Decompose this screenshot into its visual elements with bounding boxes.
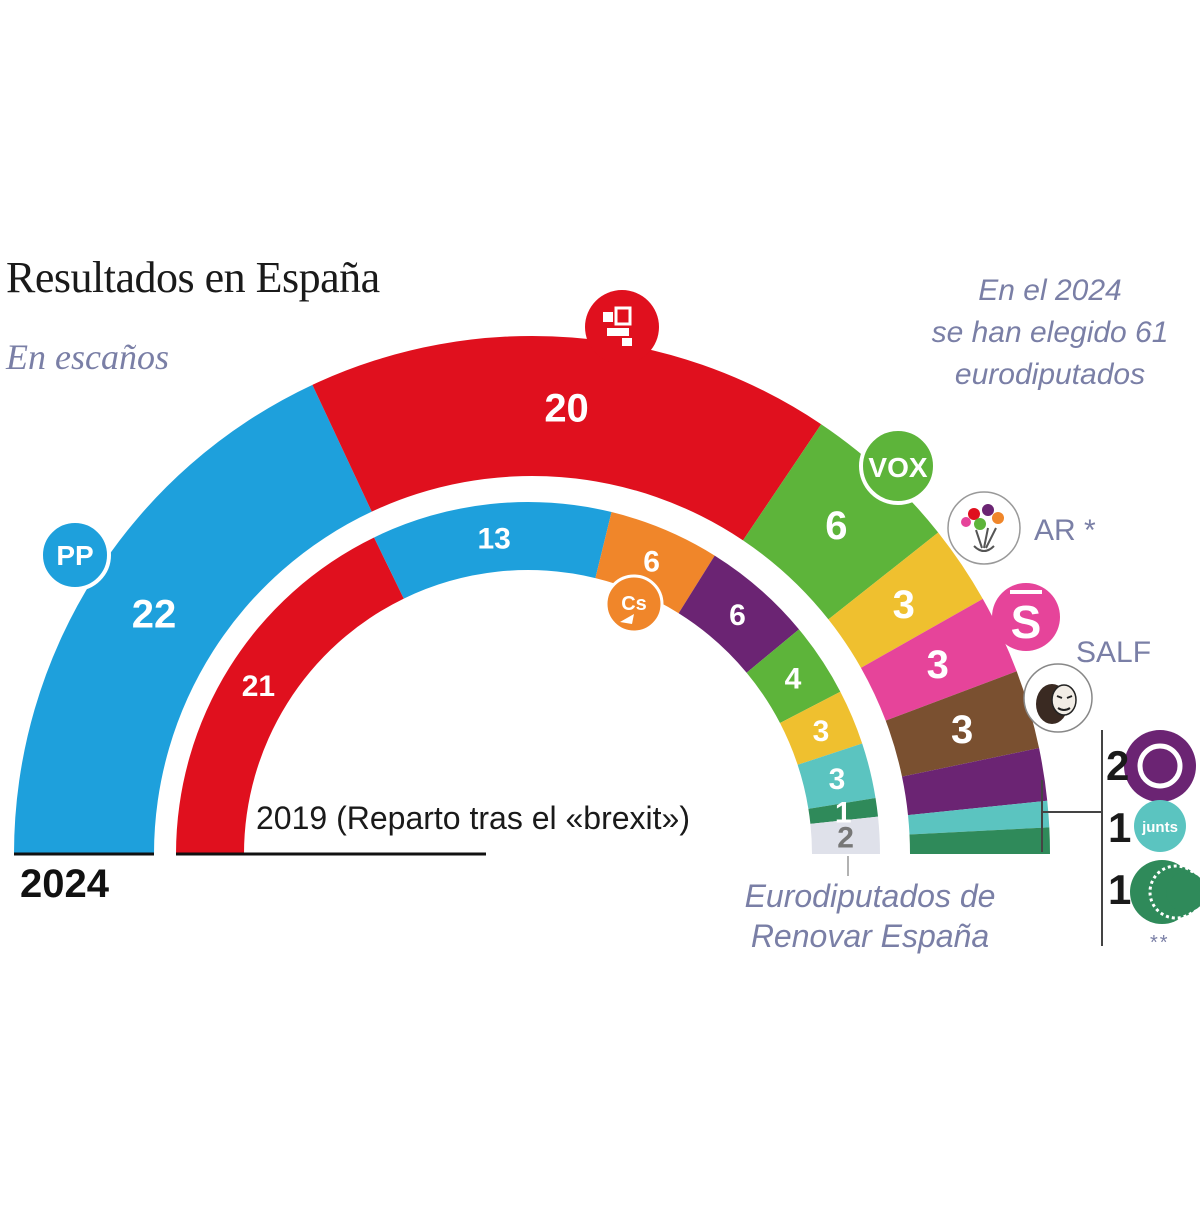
podemos-icon (1124, 730, 1196, 802)
seat-segment-2019-renovar-españa (810, 816, 880, 854)
renovar-line-1: Eurodiputados de (744, 878, 996, 914)
seat-segment-2024-podemos (902, 748, 1048, 816)
seat-label-2019-podemos: 6 (729, 599, 746, 632)
note-line-3: eurodiputados (954, 358, 1146, 391)
seat-label-2019-vox: 4 (785, 663, 802, 696)
seat-label-2019-cs: 6 (643, 546, 660, 579)
seat-segment-2019-psoe (176, 537, 404, 854)
ahora-republicas-icon (1130, 860, 1200, 924)
ahora-republicas-seats: 1 (1108, 866, 1132, 913)
seat-label-2024-vox: 6 (825, 504, 847, 548)
seat-label-2019-psoe: 21 (242, 670, 275, 703)
junts-seats: 1 (1108, 804, 1132, 851)
seat-label-2019-renovar-españa: 2 (837, 822, 854, 855)
renovar-line-2: Renovar España (750, 918, 990, 954)
seat-segment-2024-vox (743, 424, 939, 620)
junts-icon: junts (1134, 800, 1186, 852)
note-line-2: se han elegido 61 (931, 316, 1169, 349)
seat-label-2024-salf: 3 (951, 708, 973, 752)
total-seats-note: En el 2024 se han elegido 61 eurodiputad… (900, 270, 1200, 396)
seat-segment-2024-psoe (312, 336, 822, 541)
podemos-seats: 2 (1106, 742, 1130, 789)
cs-logo-text: Cs (621, 593, 647, 615)
seat-label-2019-teal: 3 (829, 763, 846, 796)
cs-logo-icon: Cs (604, 574, 664, 634)
footnote-marker: ** (1150, 932, 1170, 954)
arc-2024 (14, 336, 1050, 854)
vox-logo-text: VOX (868, 452, 927, 483)
vox-logo-icon: VOX (859, 427, 937, 505)
chart-title: Resultados en España (6, 253, 380, 302)
pp-logo-text: PP (56, 540, 93, 571)
seat-label-2024-psoe: 20 (544, 386, 589, 430)
seat-segment-2024-salf (885, 671, 1040, 777)
note-line-1: En el 2024 (978, 274, 1122, 307)
chart-subtitle: En escaños (6, 337, 169, 377)
junts-logo-text: junts (1141, 819, 1178, 836)
seat-label-2024-pp: 22 (132, 593, 177, 637)
seat-segment-2024-ar (828, 532, 983, 668)
psoe-logo-icon (585, 290, 659, 364)
salf-squirrel-mask-icon (1023, 663, 1093, 733)
seat-label-2024-sumar: 3 (927, 643, 949, 687)
seat-segment-2024-pp (14, 384, 372, 854)
renovar-espana-note: Eurodiputados de Renovar España (690, 876, 1050, 956)
seat-segment-2024-ahora-repúblicas (909, 827, 1050, 854)
sumar-logo-icon: S (992, 583, 1060, 651)
year-2019-label: 2019 (Reparto tras el «brexit») (256, 800, 690, 836)
seat-segment-2019-teal (797, 743, 876, 809)
salf-party-label: SALF (1076, 636, 1152, 669)
seat-segment-2019-podemos (678, 555, 799, 673)
seat-segment-2019-vox (746, 629, 841, 724)
seat-label-2019-yellow: 3 (813, 715, 830, 748)
pp-logo-icon: PP (39, 519, 111, 591)
seat-segment-2019-pp (374, 502, 612, 599)
seat-segment-2019-green (808, 798, 879, 824)
seat-label-2024-ar: 3 (893, 583, 915, 627)
arc-2019 (176, 502, 880, 854)
seat-label-2019-pp: 13 (478, 522, 511, 555)
seat-segment-2019-yellow (780, 691, 863, 765)
ar-party-label: AR * (1034, 514, 1096, 547)
ar-flowers-icon (947, 491, 1021, 565)
seat-label-2019-green: 1 (835, 796, 852, 829)
seat-segment-2019-cs (595, 512, 715, 614)
seat-segment-2024-sumar (860, 598, 1017, 721)
year-2024-label: 2024 (20, 862, 109, 906)
seat-segment-2024-junts (907, 800, 1050, 835)
svg-text:S: S (1011, 596, 1042, 648)
